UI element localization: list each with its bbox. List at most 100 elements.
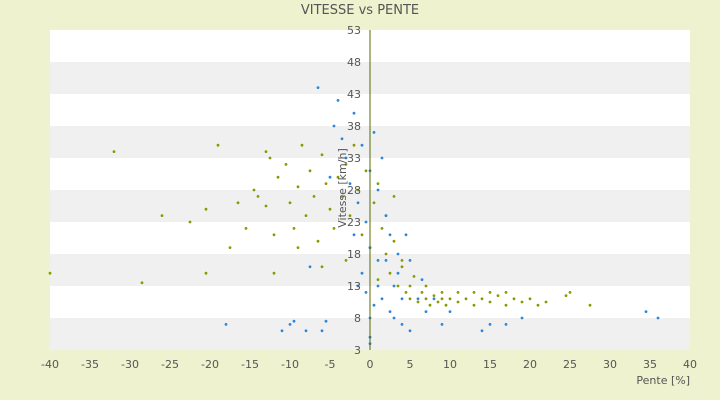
data-point [372, 131, 376, 134]
data-point [388, 233, 392, 237]
data-point [320, 329, 324, 333]
data-point [412, 275, 416, 278]
data-point [424, 297, 428, 301]
data-point [432, 297, 436, 301]
data-point [328, 175, 332, 179]
data-point [320, 153, 324, 157]
data-point [364, 169, 368, 173]
data-point [512, 297, 516, 301]
data-point [112, 150, 116, 154]
data-point [268, 156, 272, 160]
data-point [408, 329, 412, 333]
data-point [472, 303, 476, 307]
data-point [440, 297, 444, 301]
data-point [292, 227, 296, 230]
data-point [568, 291, 572, 294]
data-point [280, 329, 284, 333]
data-point [336, 99, 340, 102]
y-tick-label: 18 [347, 248, 361, 261]
data-point [424, 310, 428, 313]
data-point [432, 294, 436, 297]
data-point [392, 195, 396, 198]
data-point [340, 137, 344, 141]
y-tick-label: 28 [347, 184, 361, 197]
data-point [356, 188, 360, 192]
data-point [424, 284, 428, 288]
data-point [456, 291, 460, 294]
y-axis-label: Vitesse [km/h] [336, 148, 349, 228]
data-point [428, 303, 432, 307]
data-point [276, 175, 280, 179]
x-tick-label: 25 [563, 358, 577, 371]
data-point [224, 323, 228, 326]
y-tick-label: 48 [347, 56, 361, 69]
data-point [420, 278, 424, 281]
data-point [416, 300, 420, 304]
x-tick-label: 0 [367, 358, 374, 371]
data-point [364, 291, 368, 294]
data-point [228, 246, 232, 250]
x-tick-label: -20 [201, 358, 219, 371]
data-point [392, 239, 396, 243]
y-tick-label: 13 [347, 280, 361, 293]
y-tick-label: 33 [347, 152, 361, 165]
data-point [320, 265, 324, 269]
y-tick-label: 23 [347, 216, 361, 229]
x-tick-label: -40 [41, 358, 59, 371]
data-point [356, 201, 360, 205]
x-tick-label: 5 [407, 358, 414, 371]
data-point [304, 329, 308, 333]
data-point [396, 284, 400, 288]
data-point [352, 111, 356, 115]
data-point [236, 201, 240, 205]
data-point [480, 297, 484, 301]
data-point [464, 297, 468, 301]
data-point [296, 185, 300, 189]
data-point [216, 143, 220, 147]
data-point [488, 300, 492, 304]
y-tick-label: 38 [347, 120, 361, 133]
data-point [352, 143, 356, 147]
data-point [360, 271, 364, 275]
x-tick-label: 15 [483, 358, 497, 371]
data-point [344, 163, 348, 166]
data-point [420, 291, 424, 294]
data-point [292, 319, 296, 323]
data-point [340, 195, 344, 198]
x-tick-label: -30 [121, 358, 139, 371]
data-point [380, 156, 384, 160]
data-point [440, 291, 444, 294]
data-point [504, 291, 508, 294]
data-point [332, 227, 336, 230]
data-point [448, 310, 452, 313]
x-tick-label: -5 [325, 358, 336, 371]
data-point [352, 233, 356, 237]
data-point [316, 86, 320, 89]
data-point [304, 214, 308, 218]
data-point [536, 303, 540, 307]
data-point [400, 323, 404, 326]
data-point [400, 259, 404, 262]
x-tick-label: 40 [683, 358, 697, 371]
data-point [372, 201, 376, 205]
data-point [448, 297, 452, 301]
data-point [376, 259, 380, 262]
data-point [396, 271, 400, 275]
data-point [360, 143, 364, 147]
data-point [376, 278, 380, 281]
data-point [404, 233, 408, 237]
data-point [264, 150, 268, 154]
data-point [376, 188, 380, 192]
data-point [440, 323, 444, 326]
data-point [372, 303, 376, 307]
data-point [344, 259, 348, 262]
x-tick-label: -25 [161, 358, 179, 371]
data-point [140, 281, 144, 285]
data-point [204, 207, 208, 211]
data-point [348, 182, 352, 186]
data-point [272, 233, 276, 237]
x-tick-label: 20 [523, 358, 537, 371]
data-point [416, 297, 420, 301]
